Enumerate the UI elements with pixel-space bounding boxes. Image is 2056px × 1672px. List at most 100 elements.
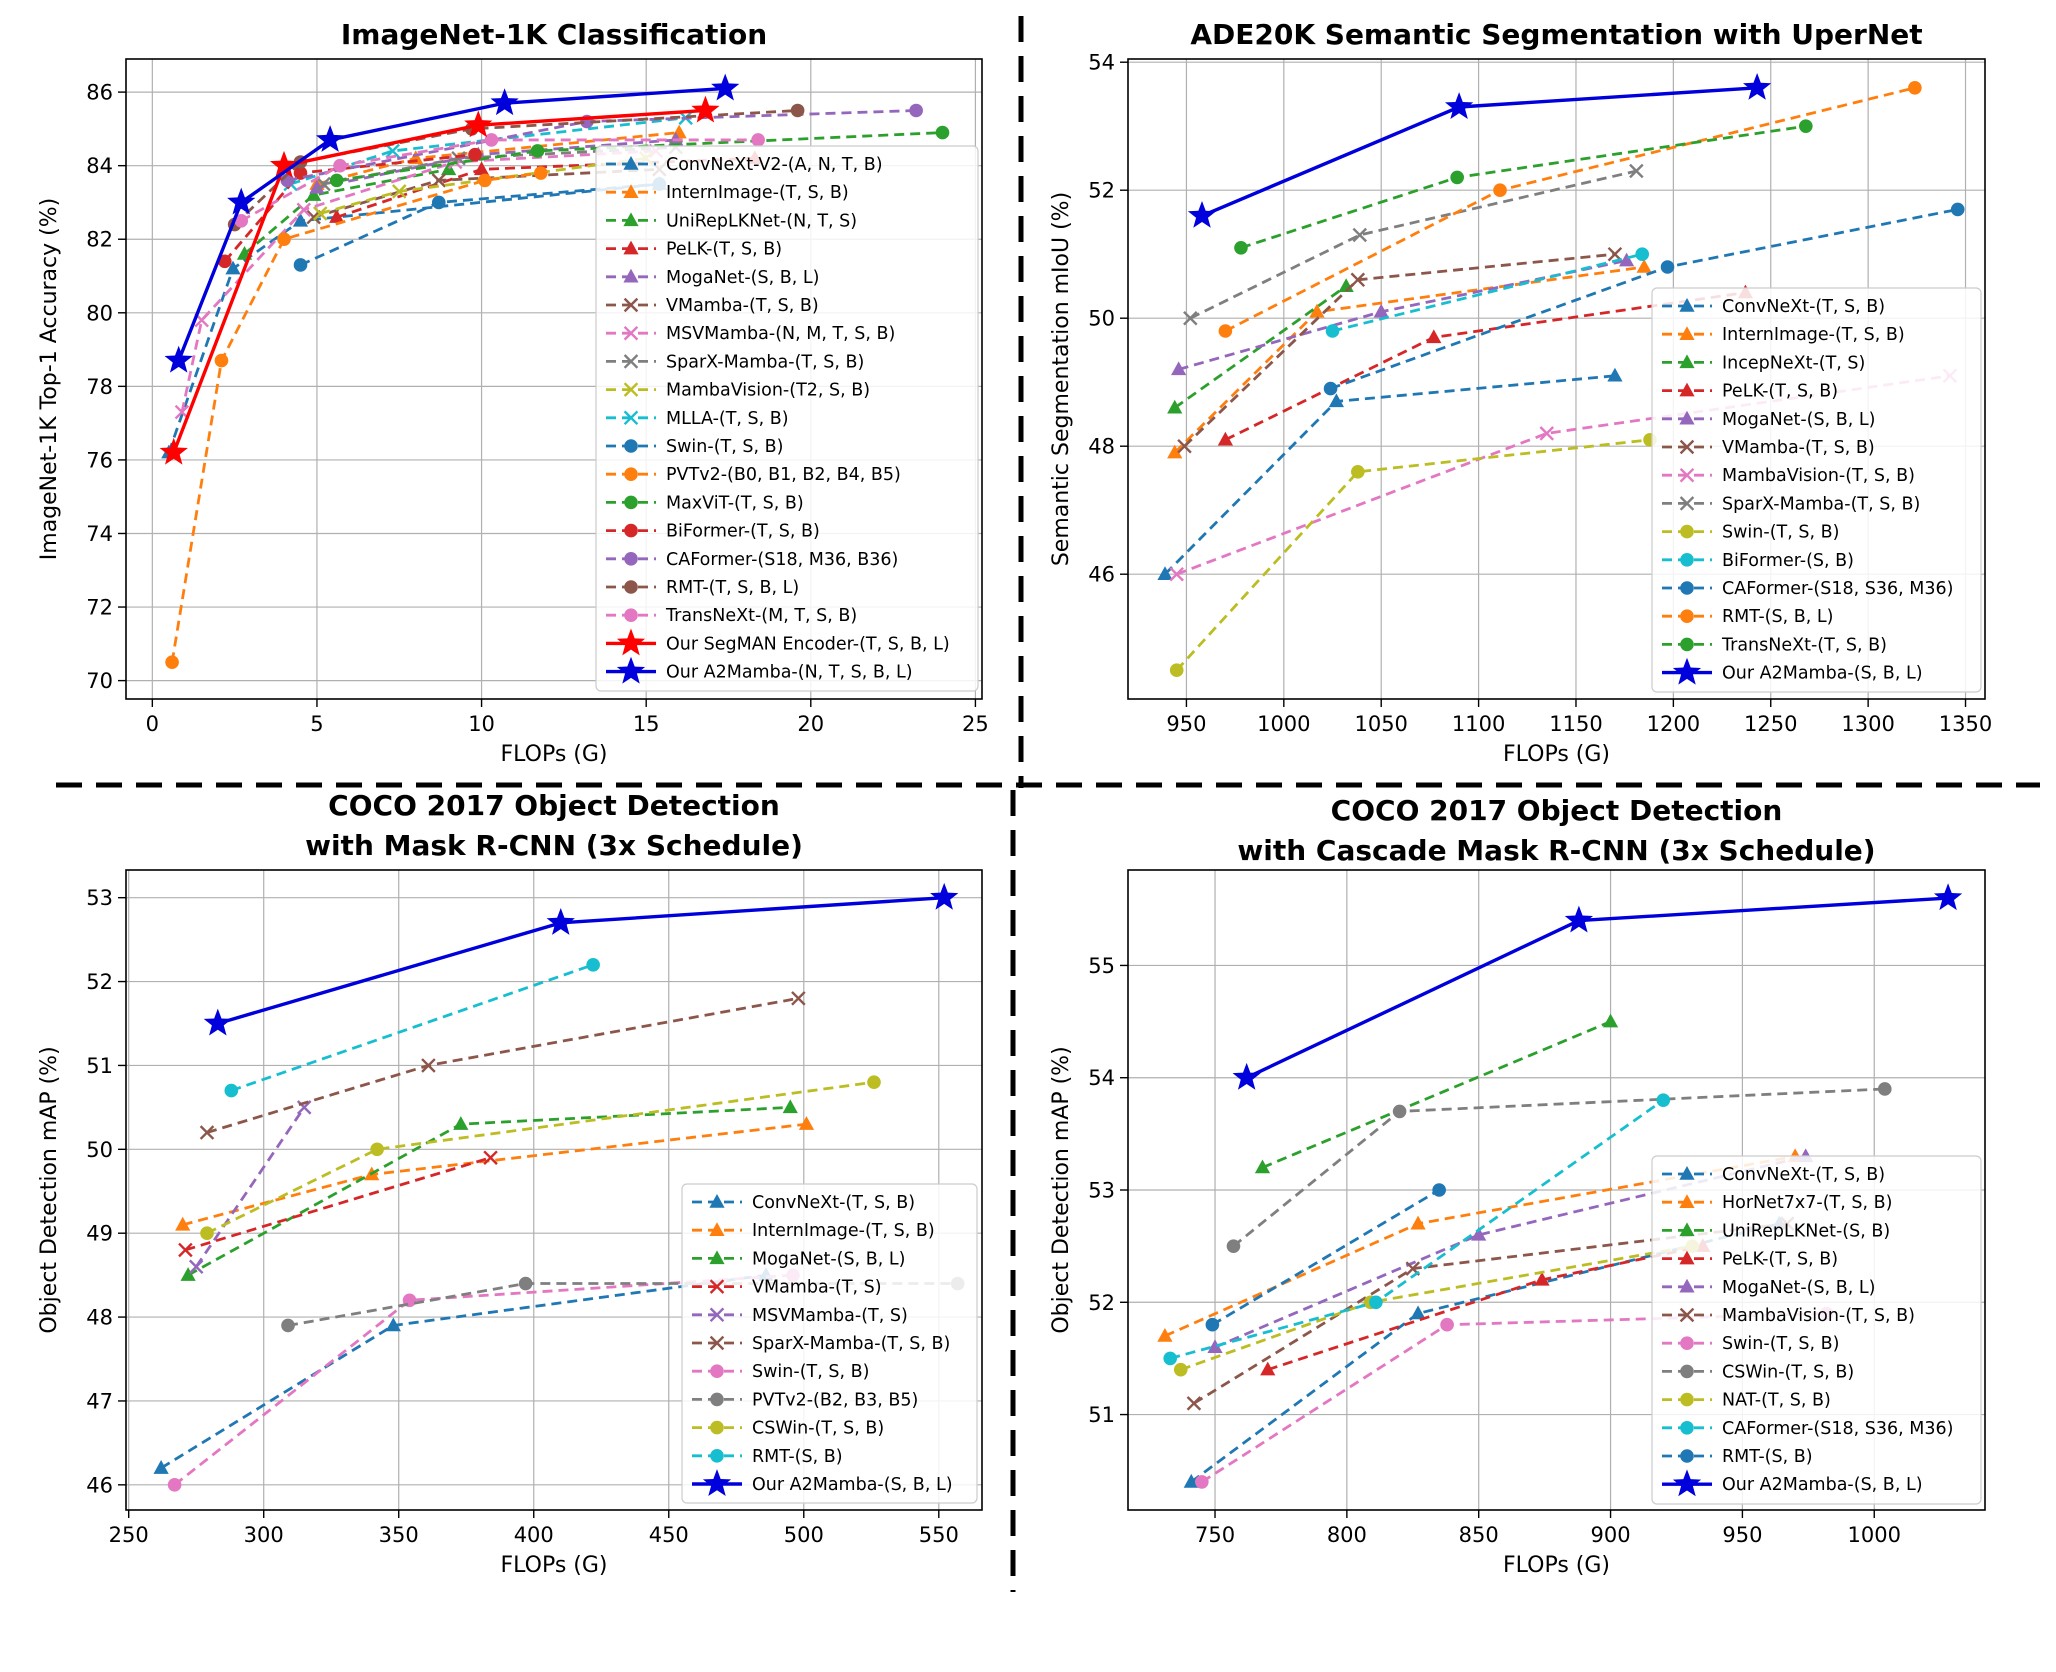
- data-point: [691, 95, 720, 123]
- legend-marker: [1680, 553, 1694, 567]
- series-RMT-(S, B): [1205, 1183, 1446, 1332]
- data-point: [1392, 1104, 1407, 1119]
- legend-label: BiFormer-(T, S, B): [666, 522, 820, 542]
- data-point: [164, 345, 193, 373]
- legend-label: CSWin-(T, S, B): [752, 1419, 884, 1439]
- legend-label: UniRepLKNet-(N, T, S): [666, 211, 857, 231]
- data-point: [293, 258, 308, 272]
- legend-box: [1651, 287, 1982, 693]
- data-point: [329, 209, 345, 223]
- legend-marker: [1679, 298, 1695, 312]
- legend-marker: [1679, 1278, 1695, 1293]
- legend-label: PeLK-(T, S, B): [666, 240, 782, 260]
- legend-label: MLLA-(T, S, B): [666, 409, 789, 429]
- series-line: [336, 131, 943, 182]
- x-axis-label: FLOPs (G): [501, 1553, 608, 1578]
- legend-marker: [1680, 1392, 1694, 1407]
- data-point: [711, 73, 740, 101]
- legend: ConvNeXt-V2-(A, N, T, B) InternImage-(T, …: [595, 145, 979, 692]
- data-point: [1177, 438, 1192, 454]
- legend-label: MambaVision-(T, S, B): [1722, 466, 1915, 486]
- data-point: [935, 125, 950, 140]
- legend-marker: [1672, 1469, 1702, 1497]
- data-point: [1950, 202, 1965, 217]
- data-point: [791, 991, 806, 1006]
- data-point: [165, 655, 179, 670]
- legend-marker: [1679, 467, 1695, 483]
- data-point: [1352, 227, 1368, 243]
- x-tick-label: 500: [784, 1523, 824, 1547]
- data-point: [178, 1242, 193, 1258]
- legend-label: MSVMamba-(N, M, T, S, B): [666, 324, 895, 344]
- data-point: [1636, 259, 1652, 273]
- legend-label: InternImage-(T, S, B): [666, 183, 849, 203]
- legend-marker: [1679, 382, 1695, 397]
- legend-label: PVTv2-(B2, B3, B5): [752, 1390, 918, 1410]
- legend-marker: [624, 552, 638, 566]
- series-BiFormer-(T, S, B): [217, 147, 482, 269]
- coco-cascade-panel: 750 800 850 900 950 1000 51 52 53 54 55 COCO 2017 O…: [1049, 794, 1986, 1578]
- data-point: [751, 133, 765, 147]
- legend-marker: [1679, 1250, 1695, 1265]
- legend-label: UniRepLKNet-(S, B): [1722, 1221, 1890, 1241]
- x-tick-label: 1050: [1354, 712, 1407, 736]
- legend-marker: [623, 382, 639, 397]
- imagenet-panel: 0 5 10 15 20 25 70 72 74 76 78 80 82 84 86 ImageNet-1K …: [37, 18, 989, 767]
- data-point: [546, 907, 575, 935]
- legend-label: MSVMamba-(T, S): [752, 1306, 908, 1326]
- legend-label: InternImage-(T, S, B): [752, 1221, 935, 1241]
- x-tick-label: 1000: [1848, 1523, 1901, 1547]
- data-point: [1410, 1305, 1426, 1320]
- legend-marker: [710, 1420, 724, 1435]
- series-line: [173, 1273, 794, 1486]
- y-tick-label: 52: [86, 970, 113, 994]
- series-CAFormer-(S18, S36, M36): [1163, 1093, 1671, 1366]
- data-point: [782, 1099, 798, 1114]
- legend-label: MaxViT-(T, S, B): [666, 493, 804, 513]
- x-axis-label: FLOPs (G): [501, 742, 608, 767]
- legend-marker: [709, 1194, 725, 1208]
- x-tick-label: 950: [1722, 1523, 1762, 1547]
- data-point: [1183, 1473, 1199, 1488]
- series-RMT-(S, B, L): [1218, 81, 1922, 338]
- data-point: [1660, 260, 1675, 274]
- data-point: [483, 1150, 498, 1165]
- legend-marker: [624, 495, 638, 510]
- series-line: [195, 1106, 306, 1268]
- data-point: [1260, 1361, 1276, 1376]
- series-CSWin-(T, S, B): [200, 1075, 881, 1240]
- legend-label: Our A2Mamba-(S, B, L): [752, 1475, 953, 1495]
- legend-marker: [1680, 1364, 1694, 1379]
- data-point: [468, 147, 482, 162]
- legend-label: Our A2Mamba-(S, B, L): [1722, 1475, 1923, 1495]
- data-point: [1169, 663, 1184, 677]
- legend-marker: [1679, 1222, 1695, 1237]
- chart-title: COCO 2017 Object Detection: [1331, 794, 1783, 827]
- data-point: [203, 1008, 232, 1036]
- legend-label: MogaNet-(S, B, L): [666, 268, 819, 288]
- y-tick-label: 70: [86, 669, 113, 693]
- data-point: [1564, 905, 1594, 933]
- y-tick-label: 51: [86, 1054, 113, 1078]
- x-tick-label: 10: [468, 712, 495, 736]
- x-tick-label: 1350: [1939, 712, 1992, 736]
- x-tick-label: 750: [1195, 1523, 1235, 1547]
- y-tick-label: 47: [86, 1389, 113, 1413]
- x-tick-label: 25: [962, 712, 989, 736]
- x-tick-label: 1000: [1257, 712, 1310, 736]
- legend-marker: [1679, 410, 1695, 425]
- series-TransNeXt-(M, T, S, B): [234, 133, 765, 228]
- data-point: [1493, 183, 1507, 197]
- y-tick-label: 52: [1088, 179, 1115, 203]
- x-tick-label: 1300: [1841, 712, 1894, 736]
- data-point: [1534, 1271, 1550, 1286]
- data-point: [175, 1216, 191, 1231]
- y-tick-label: 80: [86, 301, 113, 325]
- data-point: [392, 184, 407, 199]
- legend-label: SparX-Mamba-(T, S, B): [752, 1334, 950, 1354]
- legend: ConvNeXt-(T, S, B) HorNet7x7-(T, S, B) Uni…: [1651, 1155, 1982, 1505]
- data-point: [1877, 1082, 1892, 1096]
- data-point: [1167, 444, 1183, 459]
- legend-marker: [1679, 326, 1695, 340]
- data-point: [490, 88, 519, 116]
